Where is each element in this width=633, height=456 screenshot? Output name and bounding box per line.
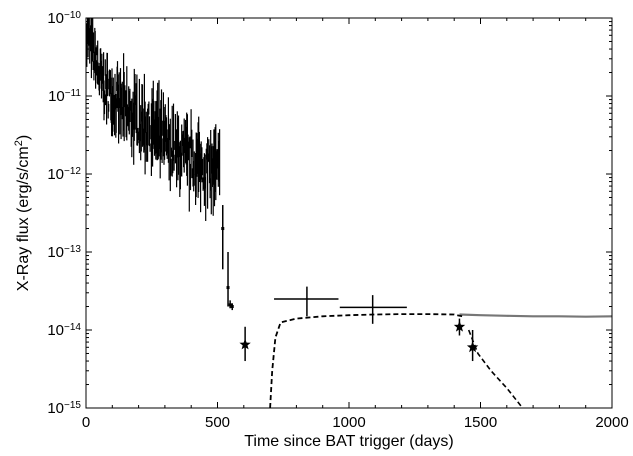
plot-content [86, 18, 613, 409]
tick-labels: 0 500 1000 1500 2000 10−10 10−11 10−12 10−13 10−1… [47, 10, 628, 432]
y-tick-label-5: 10−15 [47, 400, 81, 418]
y-tick-label-0: 10−10 [47, 10, 81, 28]
star-marker-2 [466, 341, 479, 353]
late-detection-point-3 [230, 305, 234, 309]
y-tick-label-1: 10−11 [48, 88, 81, 106]
star-marker-1 [453, 320, 466, 332]
x-axis-label: Time since BAT trigger (days) [244, 433, 454, 450]
model-curve-dashed-decay [467, 329, 524, 409]
x-tick-label-0: 0 [82, 414, 90, 431]
late-detection-point-1 [226, 286, 230, 290]
model-curve-gray [459, 313, 613, 318]
y-tick-label-2: 10−12 [47, 166, 81, 184]
y-axis-label-tail: ) [15, 135, 32, 140]
model-curve-dashed [269, 313, 463, 409]
x-tick-label-4: 2000 [595, 414, 628, 431]
y-axis-label: X-Ray flux (erg/s/cm2) [13, 135, 32, 291]
y-tick-label-3: 10−13 [47, 244, 81, 262]
y-tick-label-4: 10−14 [47, 322, 81, 340]
late-detection-point-0 [221, 227, 225, 231]
y-axis-label-main: X-Ray flux (erg/s/cm [15, 146, 32, 291]
x-tick-label-3: 1500 [464, 414, 497, 431]
axis-ticks [85, 17, 613, 409]
x-tick-label-1: 500 [205, 414, 230, 431]
x-tick-label-2: 1000 [332, 414, 365, 431]
star-marker-0 [239, 338, 251, 350]
plot-frame [85, 17, 613, 409]
y-axis-label-sup: 2 [13, 140, 25, 146]
late-detection-point-2 [228, 303, 232, 307]
